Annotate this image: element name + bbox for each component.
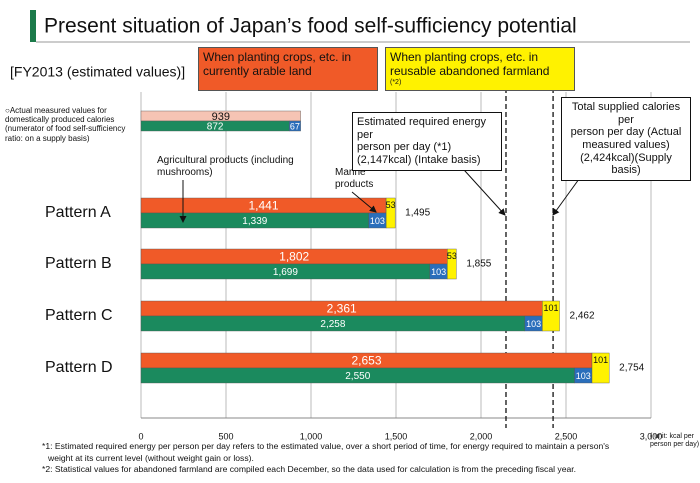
total-label: 2,754 xyxy=(619,363,644,374)
value-label: 53 xyxy=(386,200,396,210)
reference-label-line: Estimated required energy per xyxy=(357,116,487,141)
x-tick-label: 1,500 xyxy=(385,431,408,441)
category-label: Pattern D xyxy=(45,359,113,376)
footnote: *1: Estimated required energy per person… xyxy=(42,441,610,451)
total-label: 1,855 xyxy=(466,259,491,270)
unit-line: person per day) xyxy=(650,441,700,449)
reference-label-line: (2,147kcal) (Intake basis) xyxy=(357,153,481,166)
value-label: 2,653 xyxy=(351,354,381,368)
reference-label-line: person per day (Actual xyxy=(570,126,682,139)
bar-segment xyxy=(289,120,301,132)
value-label: 2,361 xyxy=(327,302,357,316)
value-label: 2,550 xyxy=(345,371,370,382)
category-label: Pattern A xyxy=(45,204,111,221)
total-label: 2,462 xyxy=(570,311,595,322)
annotation-arrow xyxy=(351,191,377,213)
footnote: weight at its current level (without wei… xyxy=(48,452,254,463)
bar-segment xyxy=(385,197,396,229)
value-label: 103 xyxy=(370,216,385,226)
value-label: 872 xyxy=(207,122,224,133)
title-accent xyxy=(30,10,36,42)
value-label: 101 xyxy=(543,303,558,313)
subtitle: [FY2013 (estimated values)] xyxy=(10,64,185,80)
reference-label-line: (2,424kcal)(Supply basis) xyxy=(580,151,672,177)
value-label: 101 xyxy=(593,355,608,365)
agri-note: Agricultural products (including mushroo… xyxy=(157,155,294,178)
legend-box: When planting crops, etc. in reusable ab… xyxy=(385,47,575,91)
reference-label-line: Total supplied calories per xyxy=(571,101,681,126)
value-label: 1,699 xyxy=(273,267,298,278)
x-tick-label: 0 xyxy=(138,431,143,441)
value-label: 1,441 xyxy=(248,199,278,213)
legend-note: (*2) xyxy=(390,78,402,86)
reference-label: Estimated required energy per person per … xyxy=(352,112,502,171)
value-label: 2,258 xyxy=(320,319,345,330)
x-tick-label: 1,000 xyxy=(300,431,323,441)
category-label: Pattern B xyxy=(45,255,112,272)
category-label: Pattern C xyxy=(45,307,113,324)
x-tick-label: 2,500 xyxy=(555,431,578,441)
bar-segment xyxy=(591,352,610,384)
x-tick-label: 3,000 xyxy=(640,431,663,441)
value-label: 103 xyxy=(526,319,541,329)
value-label: 53 xyxy=(447,251,457,261)
unit-line: ( unit: kcal per xyxy=(650,433,694,440)
unit-note: ( unit: kcal per person per day) xyxy=(650,433,700,449)
value-label: 67 xyxy=(290,121,300,131)
actual-note: ○Actual measured values for domestically… xyxy=(5,106,126,143)
legend-label: When planting crops, etc. in currently a… xyxy=(203,50,352,78)
value-label: 939 xyxy=(212,111,230,123)
value-label: 103 xyxy=(431,267,446,277)
footnote: *2: Statistical values for abandoned far… xyxy=(42,464,577,474)
legend-box: When planting crops, etc. in currently a… xyxy=(198,47,378,91)
reference-label: Total supplied calories per person per da… xyxy=(561,97,691,181)
bar-segment xyxy=(542,300,560,332)
value-label: 1,802 xyxy=(279,250,309,264)
total-label: 1,495 xyxy=(405,208,430,219)
marine-note: Marine products xyxy=(335,167,374,190)
x-tick-label: 2,000 xyxy=(470,431,493,441)
bar-segment xyxy=(447,248,457,280)
value-label: 103 xyxy=(576,371,591,381)
legend-label: When planting crops, etc. in reusable ab… xyxy=(390,50,550,78)
reference-label-line: measured values) xyxy=(582,138,670,151)
chart-title: Present situation of Japan’s food self-s… xyxy=(44,15,577,38)
x-tick-label: 500 xyxy=(218,431,233,441)
reference-label-line: person per day (*1) xyxy=(357,141,452,154)
value-label: 1,339 xyxy=(242,216,267,227)
